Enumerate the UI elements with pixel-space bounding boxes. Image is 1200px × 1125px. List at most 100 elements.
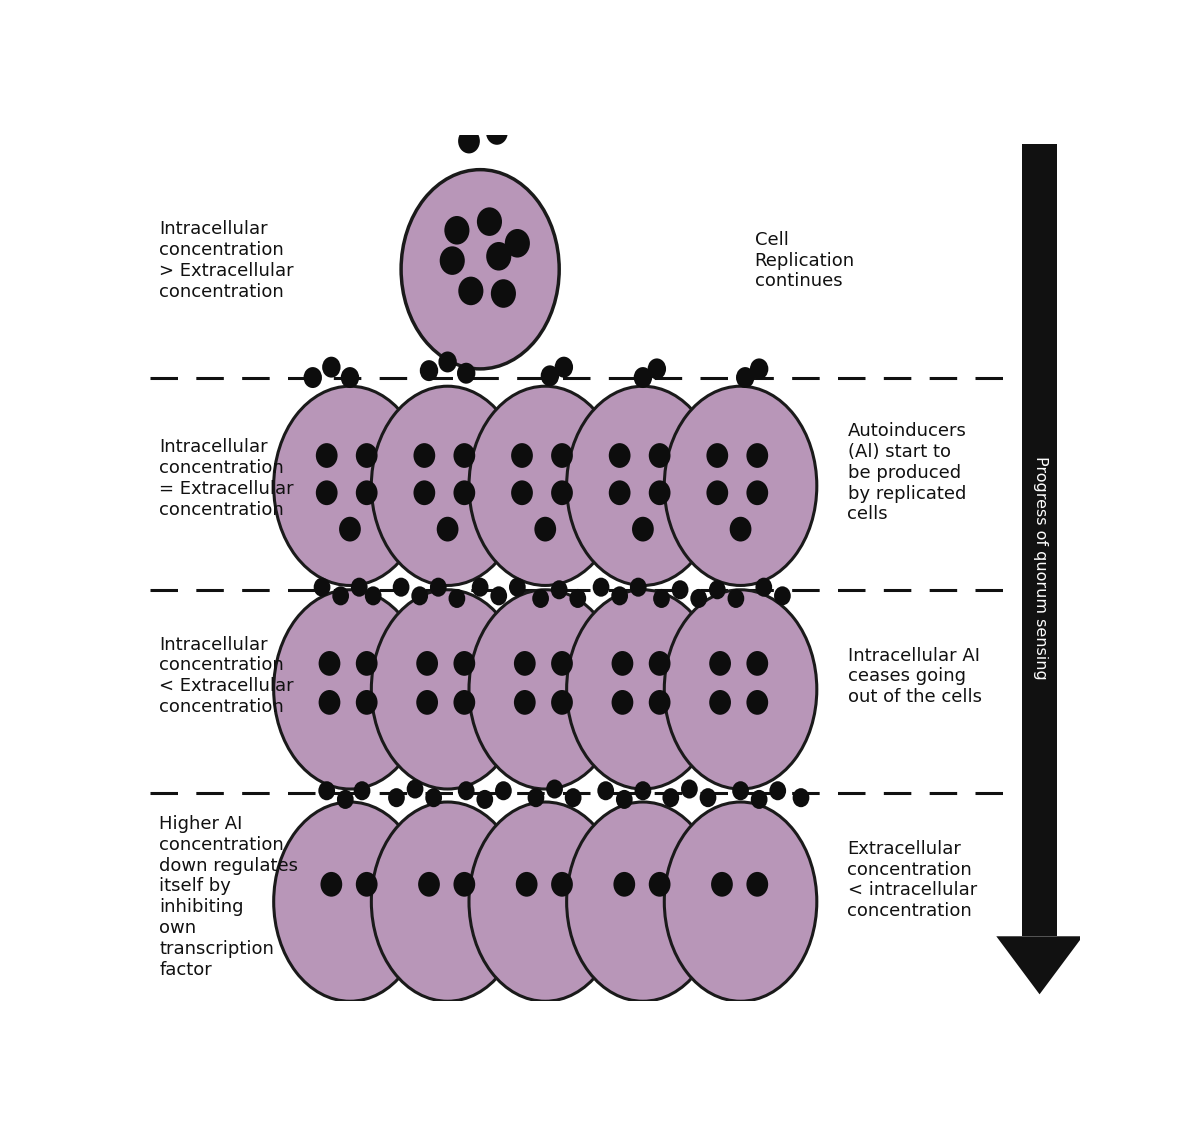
- Ellipse shape: [472, 577, 488, 596]
- Ellipse shape: [533, 588, 548, 608]
- Ellipse shape: [665, 590, 817, 789]
- Ellipse shape: [449, 588, 466, 608]
- Ellipse shape: [554, 357, 574, 378]
- Ellipse shape: [612, 690, 634, 714]
- Ellipse shape: [630, 577, 647, 596]
- Ellipse shape: [454, 651, 475, 676]
- Ellipse shape: [541, 366, 559, 386]
- Ellipse shape: [476, 207, 502, 236]
- Ellipse shape: [700, 789, 716, 808]
- Ellipse shape: [690, 588, 707, 608]
- Ellipse shape: [566, 386, 719, 585]
- Ellipse shape: [774, 586, 791, 605]
- Ellipse shape: [649, 480, 671, 505]
- Ellipse shape: [356, 443, 378, 468]
- Ellipse shape: [746, 651, 768, 676]
- Ellipse shape: [274, 802, 426, 1001]
- Ellipse shape: [682, 780, 697, 799]
- Ellipse shape: [437, 516, 458, 541]
- Ellipse shape: [751, 790, 768, 809]
- Ellipse shape: [665, 802, 817, 1001]
- Ellipse shape: [612, 651, 634, 676]
- Ellipse shape: [793, 789, 809, 808]
- Ellipse shape: [371, 386, 524, 585]
- Text: Autoinducers
(Al) start to
be produced
by replicated
cells: Autoinducers (Al) start to be produced b…: [847, 422, 966, 523]
- Ellipse shape: [546, 780, 563, 799]
- Polygon shape: [996, 936, 1082, 994]
- Ellipse shape: [401, 170, 559, 369]
- Ellipse shape: [454, 443, 475, 468]
- Ellipse shape: [476, 790, 493, 809]
- Ellipse shape: [732, 781, 749, 800]
- Ellipse shape: [551, 872, 572, 897]
- Ellipse shape: [648, 359, 666, 379]
- Ellipse shape: [736, 367, 755, 388]
- Ellipse shape: [418, 872, 440, 897]
- Ellipse shape: [516, 872, 538, 897]
- Ellipse shape: [709, 580, 726, 600]
- Ellipse shape: [514, 690, 535, 714]
- Ellipse shape: [649, 651, 671, 676]
- Ellipse shape: [416, 690, 438, 714]
- Ellipse shape: [316, 443, 337, 468]
- Ellipse shape: [649, 690, 671, 714]
- Ellipse shape: [392, 577, 409, 596]
- Ellipse shape: [320, 872, 342, 897]
- Ellipse shape: [356, 872, 378, 897]
- Ellipse shape: [274, 590, 426, 789]
- Ellipse shape: [274, 386, 426, 585]
- Ellipse shape: [672, 580, 689, 600]
- Ellipse shape: [769, 781, 786, 800]
- Ellipse shape: [354, 781, 371, 800]
- Ellipse shape: [746, 690, 768, 714]
- Ellipse shape: [319, 651, 341, 676]
- Ellipse shape: [662, 789, 679, 808]
- Ellipse shape: [337, 790, 354, 809]
- Ellipse shape: [356, 480, 378, 505]
- Ellipse shape: [322, 357, 341, 378]
- Ellipse shape: [746, 443, 768, 468]
- Ellipse shape: [566, 802, 719, 1001]
- Ellipse shape: [416, 651, 438, 676]
- Text: Higher AI
concentration
down regulates
itself by
inhibiting
own
transcription
fa: Higher AI concentration down regulates i…: [160, 814, 299, 979]
- Ellipse shape: [457, 362, 475, 384]
- Ellipse shape: [454, 690, 475, 714]
- Ellipse shape: [356, 690, 378, 714]
- Ellipse shape: [454, 480, 475, 505]
- Ellipse shape: [438, 351, 457, 372]
- Ellipse shape: [388, 789, 404, 808]
- Ellipse shape: [649, 872, 671, 897]
- Ellipse shape: [486, 120, 508, 145]
- Ellipse shape: [616, 790, 632, 809]
- Ellipse shape: [707, 480, 728, 505]
- Ellipse shape: [635, 781, 652, 800]
- Ellipse shape: [511, 443, 533, 468]
- Ellipse shape: [566, 590, 719, 789]
- Ellipse shape: [608, 480, 630, 505]
- Ellipse shape: [458, 781, 474, 800]
- Ellipse shape: [454, 872, 475, 897]
- Ellipse shape: [727, 588, 744, 608]
- Ellipse shape: [469, 590, 622, 789]
- Ellipse shape: [469, 386, 622, 585]
- Ellipse shape: [458, 277, 484, 305]
- Text: Intracellular
concentration
> Extracellular
concentration: Intracellular concentration > Extracellu…: [160, 220, 294, 300]
- Ellipse shape: [551, 690, 572, 714]
- Ellipse shape: [313, 577, 330, 596]
- Ellipse shape: [414, 443, 436, 468]
- Text: Intracellular AI
ceases going
out of the cells: Intracellular AI ceases going out of the…: [847, 647, 982, 706]
- Ellipse shape: [412, 586, 428, 605]
- Ellipse shape: [350, 577, 367, 596]
- Ellipse shape: [593, 577, 610, 596]
- Ellipse shape: [712, 872, 733, 897]
- Ellipse shape: [505, 229, 530, 258]
- Ellipse shape: [665, 386, 817, 585]
- Ellipse shape: [439, 246, 464, 274]
- Ellipse shape: [469, 802, 622, 1001]
- Bar: [1022, 144, 1057, 936]
- Ellipse shape: [491, 279, 516, 308]
- Ellipse shape: [341, 367, 359, 388]
- Ellipse shape: [316, 480, 337, 505]
- Ellipse shape: [653, 588, 670, 608]
- Ellipse shape: [598, 781, 614, 800]
